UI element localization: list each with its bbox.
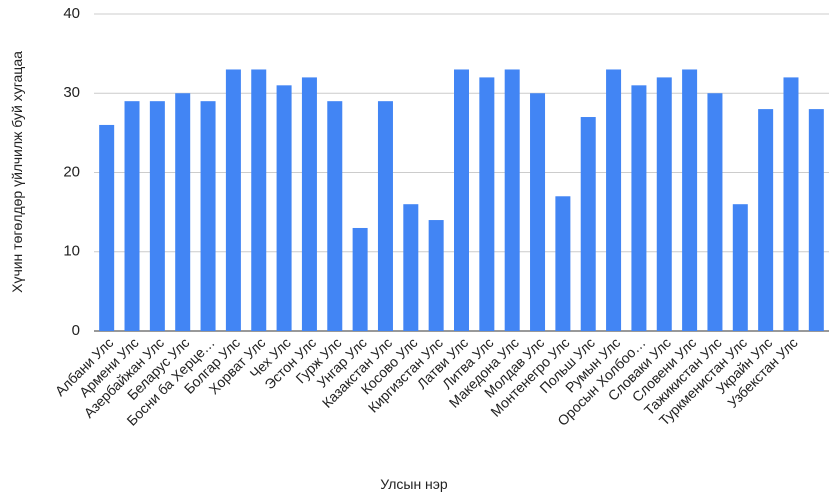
bar [808,109,824,331]
bar [504,69,520,331]
y-tick-label: 40 [63,5,80,22]
y-tick-label: 20 [63,163,80,180]
bar [656,77,672,332]
x-axis-title: Улсын нэр [380,476,448,492]
bar [479,77,495,332]
bar [377,101,393,331]
bar [783,77,799,332]
bar [732,204,748,331]
bar [403,204,419,331]
bar [149,101,165,331]
bar [631,85,647,331]
bar [301,77,317,332]
y-tick-label: 30 [63,84,80,101]
bar [99,124,115,331]
bar [251,69,267,331]
bar [555,196,571,331]
bar [707,93,723,331]
bar [682,69,698,331]
bar [352,227,368,331]
bar [327,101,343,331]
bar [580,117,596,332]
bar [276,85,292,331]
bar [530,93,546,331]
bar [200,101,216,331]
y-tick-label: 0 [72,322,80,339]
y-axis-title: Хүчин төгөлдөр үйлчилж буй хугацаа [9,51,25,293]
bar [428,220,444,331]
y-tick-label: 10 [63,243,80,260]
bar [606,69,622,331]
bar [454,69,469,331]
bar [758,109,774,331]
bar [225,69,241,331]
bar [175,93,191,331]
bar [124,101,140,331]
